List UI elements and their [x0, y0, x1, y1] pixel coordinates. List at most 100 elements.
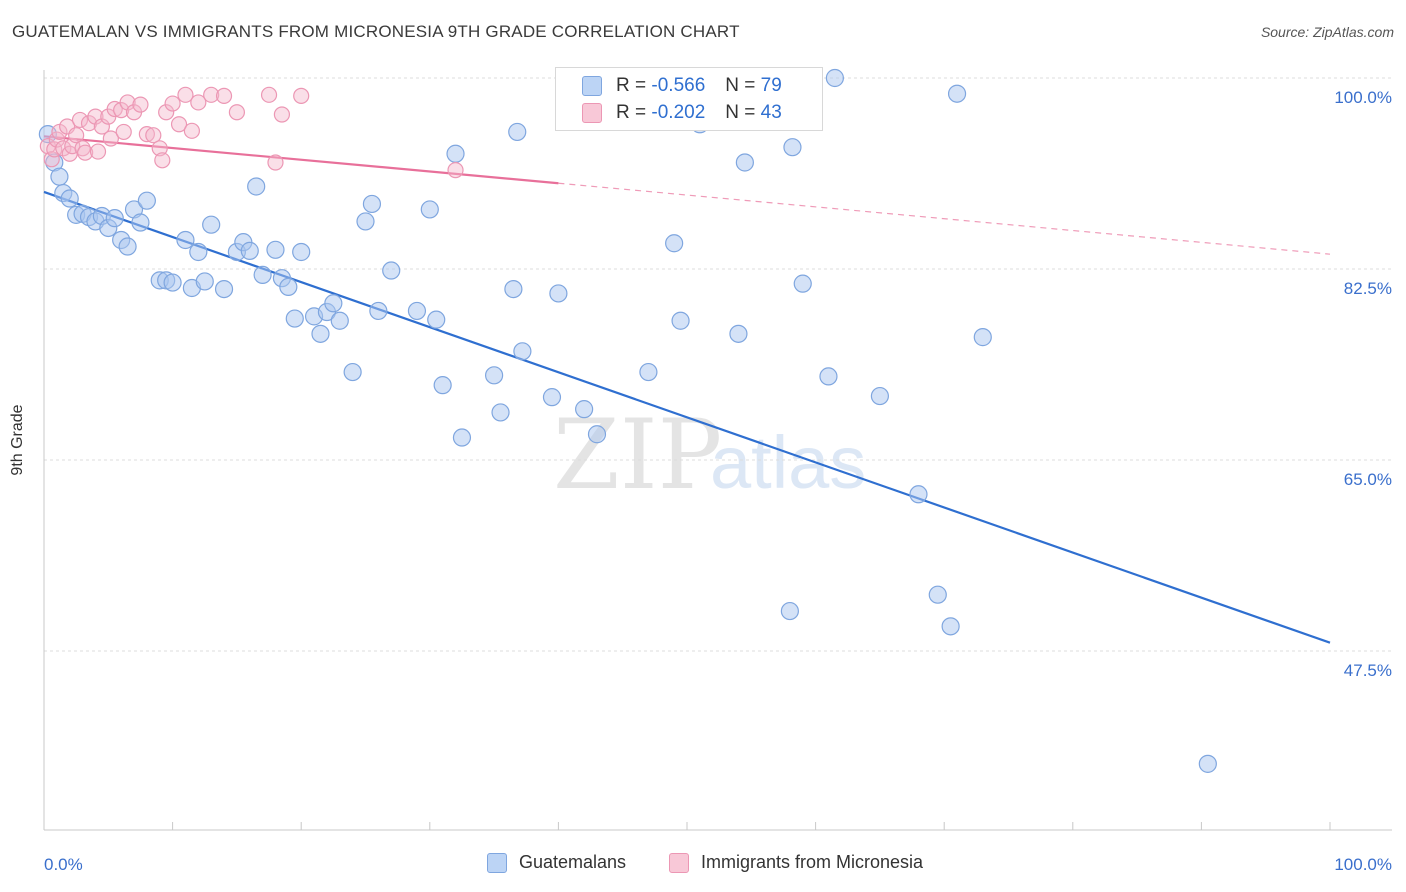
n-label: N = — [725, 102, 756, 123]
guatemalan-point — [575, 400, 594, 419]
guatemalan-point — [504, 279, 523, 299]
r-value: -0.566 — [651, 75, 706, 96]
guatemalan-point — [1198, 754, 1217, 773]
legend-label: Immigrants from Micronesia — [701, 852, 924, 872]
legend-row-micronesia: R = -0.202 N = 43 — [582, 101, 782, 125]
guatemalan-point — [202, 215, 221, 234]
guatemalan-point — [446, 144, 465, 163]
micronesia-point — [170, 116, 188, 133]
micronesia-point — [203, 86, 220, 103]
guatemalan-point — [947, 84, 967, 103]
guatemalan-point — [513, 342, 532, 361]
micronesia-point — [119, 94, 136, 111]
guatemalan-point — [50, 167, 69, 186]
legend-swatch-blue — [582, 76, 602, 96]
micronesia-point — [43, 151, 60, 168]
guatemalan-point — [137, 191, 156, 210]
micronesia-point — [228, 104, 245, 121]
guatemalan-point — [382, 261, 401, 280]
micronesia-point — [177, 86, 194, 103]
source-credit: Source: ZipAtlas.com — [1260, 24, 1394, 40]
guatemalan-point — [285, 309, 304, 328]
guatemalan-point — [356, 212, 375, 231]
micronesia-point — [183, 122, 200, 139]
micronesia-point — [145, 127, 162, 144]
legend-item-micronesia: Immigrants from Micronesia — [669, 852, 923, 873]
micronesia-point — [260, 86, 278, 103]
guatemalan-point — [928, 585, 947, 604]
guatemalan-point — [247, 177, 266, 196]
guatemalan-point — [163, 273, 182, 292]
micronesia-point — [151, 140, 168, 157]
r-value: -0.202 — [651, 102, 706, 123]
micronesia-point — [102, 130, 119, 147]
guatemalan-point — [793, 274, 812, 293]
guatemalan-point — [542, 388, 562, 407]
guatemalan-point — [973, 328, 992, 347]
guatemalan-point — [729, 324, 748, 343]
y-tick-label: 100.0% — [1334, 88, 1392, 107]
guatemalan-point — [671, 311, 690, 330]
y-tick-label: 82.5% — [1344, 279, 1392, 298]
guatemalan-point — [819, 367, 838, 386]
legend-item-guatemalans: Guatemalans — [487, 852, 626, 873]
guatemalan-point — [131, 213, 150, 232]
micronesia-point — [115, 123, 132, 141]
micronesia-point — [106, 100, 123, 118]
micronesia-point — [267, 154, 284, 171]
micronesia-point — [215, 87, 233, 105]
correlation-legend: R = -0.566 N = 79 R = -0.202 N = 43 — [555, 67, 823, 131]
x-tick-label-start: 0.0% — [44, 855, 83, 874]
guatemalan-point — [485, 366, 504, 385]
guatemalan-point — [105, 209, 124, 228]
r-label: R = — [616, 102, 647, 123]
micronesia-point — [447, 162, 464, 179]
micronesia-point — [80, 115, 98, 132]
guatemalan-point — [330, 311, 349, 330]
guatemalan-point — [253, 265, 272, 285]
micronesia-point — [74, 140, 91, 157]
micronesia-point — [273, 106, 291, 123]
micronesia-trend-extension — [558, 182, 1331, 255]
legend-swatch-blue — [487, 852, 507, 873]
guatemalan-point — [324, 294, 343, 313]
micronesia-point — [87, 108, 104, 125]
micronesia-trend-line — [43, 135, 559, 185]
chart-title: GUATEMALAN VS IMMIGRANTS FROM MICRONESIA… — [12, 22, 740, 41]
micronesia-point — [138, 126, 155, 143]
watermark: ZIP atlas — [553, 399, 866, 511]
guatemalan-point — [508, 122, 527, 142]
guatemalan-point — [176, 230, 195, 250]
micronesia-point — [93, 118, 110, 135]
guatemalan-point — [427, 310, 446, 329]
guatemalan-point — [420, 200, 439, 219]
legend-row-guatemalans: R = -0.566 N = 79 — [582, 74, 782, 98]
series-legend: Guatemalans Immigrants from Micronesia — [0, 852, 1406, 876]
micronesia-point — [68, 127, 85, 144]
guatemalan-point — [214, 279, 234, 299]
guatemalan-point — [433, 376, 452, 395]
guatemalan-point — [292, 242, 311, 262]
micronesia-point — [293, 87, 310, 105]
legend-swatch-pink — [669, 852, 689, 873]
guatemalan-point — [362, 194, 382, 214]
micronesia-point — [164, 95, 181, 112]
guatemalan-point — [587, 425, 607, 444]
guatemalan-point — [639, 362, 658, 382]
guatemalan-point — [491, 403, 510, 422]
micronesia-point — [89, 143, 107, 160]
guatemalan-point — [343, 362, 362, 382]
n-value: 79 — [760, 75, 782, 96]
guatemalan-point — [407, 301, 427, 321]
guatemalan-point — [240, 241, 259, 260]
guatemalan-point — [825, 68, 844, 88]
micronesia-point — [154, 152, 171, 169]
n-value: 43 — [760, 102, 782, 123]
y-tick-label: 47.5% — [1344, 661, 1392, 680]
r-label: R = — [616, 75, 647, 96]
guatemalan-point — [780, 601, 799, 621]
guatemalan-point — [870, 386, 890, 406]
guatemalan-point — [118, 237, 137, 256]
legend-swatch-pink — [582, 103, 602, 123]
